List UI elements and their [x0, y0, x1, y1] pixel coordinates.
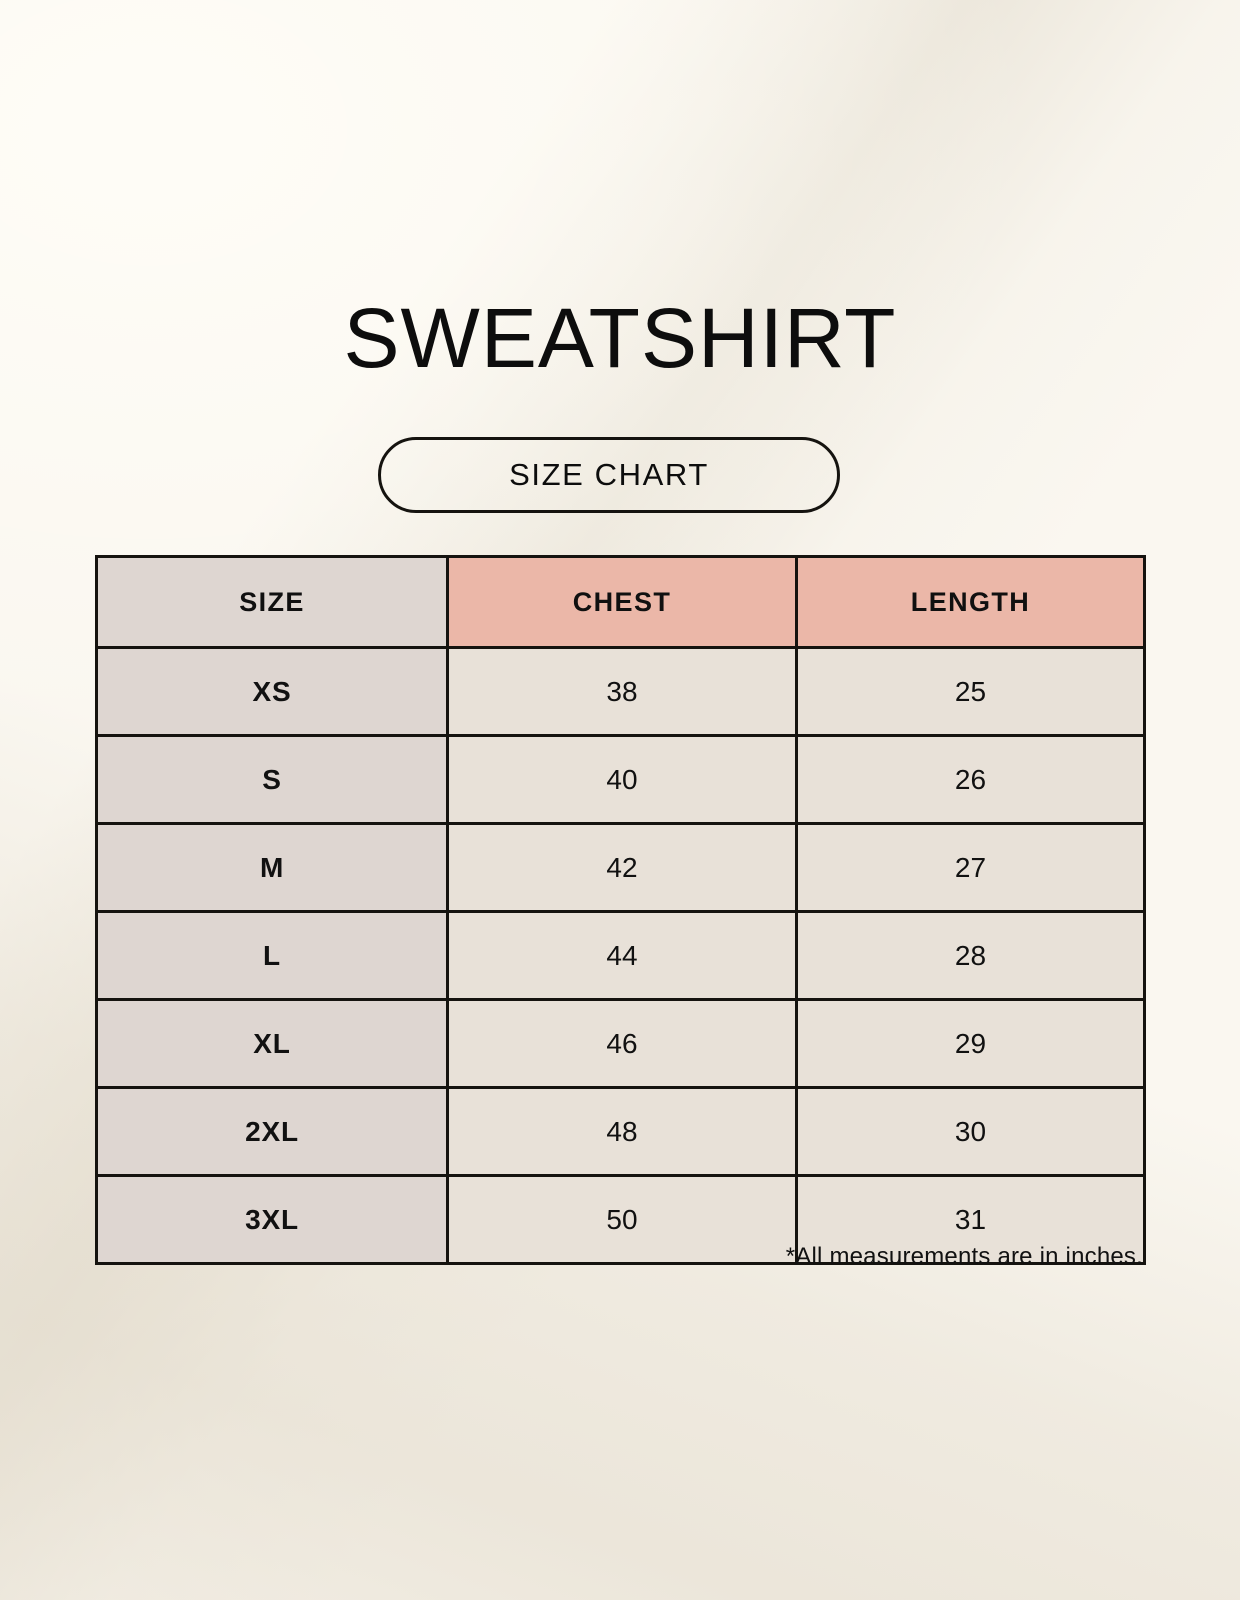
cell-size: L [95, 910, 449, 1001]
size-chart-badge: SIZE CHART [378, 437, 840, 513]
size-chart-badge-label: SIZE CHART [509, 457, 709, 492]
cell-length: 25 [795, 646, 1146, 737]
cell-chest: 50 [446, 1174, 798, 1265]
cell-chest: 44 [446, 910, 798, 1001]
cell-chest: 42 [446, 822, 798, 913]
cell-length: 27 [795, 822, 1146, 913]
cell-size: M [95, 822, 449, 913]
size-table-body: XS 38 25 S 40 26 M 42 27 L 44 28 [95, 646, 1146, 1265]
table-row: L 44 28 [95, 910, 1146, 1001]
table-row: XS 38 25 [95, 646, 1146, 737]
cell-length: 29 [795, 998, 1146, 1089]
measurements-footnote: *All measurements are in inches. [785, 1243, 1143, 1270]
cell-size: XL [95, 998, 449, 1089]
column-header-size: SIZE [95, 555, 449, 649]
size-table-container: SIZE CHEST LENGTH XS 38 25 S 40 26 M [95, 555, 1146, 1265]
size-table: SIZE CHEST LENGTH XS 38 25 S 40 26 M [95, 555, 1146, 1265]
cell-length: 31 [795, 1174, 1146, 1265]
column-header-length: LENGTH [795, 555, 1146, 649]
size-table-head: SIZE CHEST LENGTH [95, 555, 1146, 649]
cell-size: XS [95, 646, 449, 737]
cell-chest: 40 [446, 734, 798, 825]
cell-chest: 46 [446, 998, 798, 1089]
table-row: M 42 27 [95, 822, 1146, 913]
table-row: XL 46 29 [95, 998, 1146, 1089]
table-row: S 40 26 [95, 734, 1146, 825]
cell-chest: 38 [446, 646, 798, 737]
table-header-row: SIZE CHEST LENGTH [95, 555, 1146, 649]
cell-length: 30 [795, 1086, 1146, 1177]
page-title: SWEATSHIRT [343, 291, 897, 385]
cell-chest: 48 [446, 1086, 798, 1177]
table-row: 2XL 48 30 [95, 1086, 1146, 1177]
cell-length: 28 [795, 910, 1146, 1001]
cell-size: 3XL [95, 1174, 449, 1265]
table-row: 3XL 50 31 [95, 1174, 1146, 1265]
cell-size: 2XL [95, 1086, 449, 1177]
cell-length: 26 [795, 734, 1146, 825]
cell-size: S [95, 734, 449, 825]
column-header-chest: CHEST [446, 555, 798, 649]
